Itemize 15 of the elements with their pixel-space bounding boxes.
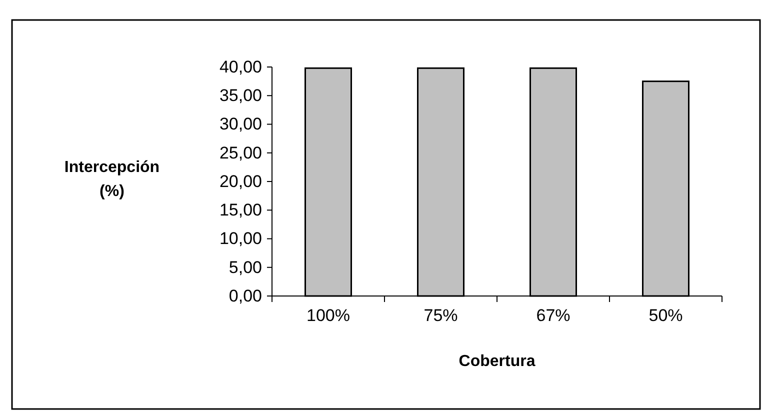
y-axis-title: Intercepción (%) (64, 159, 160, 200)
x-tick-label: 67% (536, 306, 570, 326)
y-tick-label: 25,00 (219, 143, 262, 162)
x-tick-label: 50% (648, 306, 683, 326)
y-tick-label: 40,00 (219, 57, 262, 76)
x-axis-title: Cobertura (458, 353, 536, 370)
x-tick-label: 75% (424, 306, 458, 326)
y-tick-label: 15,00 (219, 200, 262, 220)
y-tick-label: 30,00 (219, 114, 262, 134)
y-tick-label: 5,00 (228, 258, 262, 277)
y-tick-label: 35,00 (219, 86, 262, 106)
y-tick-label: 20,00 (219, 172, 262, 191)
y-tick-label: 0,00 (228, 286, 262, 306)
y-tick-label: 10,00 (219, 229, 262, 248)
x-tick-label: 100% (306, 306, 350, 326)
